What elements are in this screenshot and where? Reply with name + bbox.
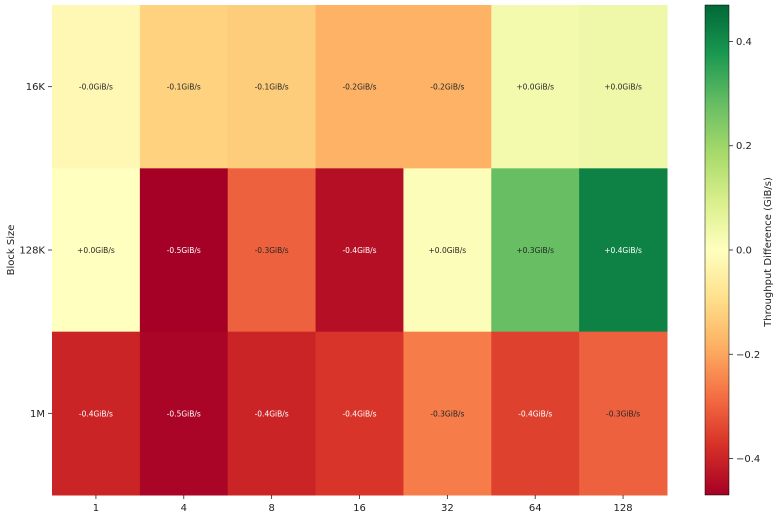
heatmap-cell — [227, 331, 317, 496]
cell-value-label: +0.0GiB/s — [516, 83, 554, 92]
cell-value-label: -0.3GiB/s — [255, 246, 289, 255]
heatmap-cell — [315, 331, 404, 496]
x-tick-label: 128 — [614, 503, 633, 514]
x-tick-label: 64 — [529, 503, 542, 514]
y-axis-title: Block Size — [6, 225, 17, 276]
cell-value-label: -0.4GiB/s — [255, 409, 289, 418]
heatmap-cell — [227, 168, 317, 333]
heatmap-cell — [315, 5, 404, 169]
cell-value-label: -0.1GiB/s — [255, 83, 289, 92]
y-tick-label: 128K — [19, 246, 45, 257]
heatmap-cell — [579, 5, 668, 169]
y-tick-label: 1M — [30, 409, 45, 420]
colorbar-tick-label: 0.0 — [736, 246, 752, 257]
heatmap-cell — [315, 168, 404, 333]
cell-value-label: -0.4GiB/s — [342, 409, 376, 418]
cell-value-label: +0.4GiB/s — [604, 246, 642, 255]
cell-value-label: +0.0GiB/s — [429, 246, 467, 255]
cell-value-label: -0.3GiB/s — [606, 409, 640, 418]
heatmap-cells: -0.0GiB/s -0.1GiB/s -0.1GiB/s -0.2GiB/s -0.2… — [52, 5, 668, 496]
heatmap-cell — [403, 5, 492, 169]
x-tick-label: 1 — [93, 503, 99, 514]
cell-value-label: +0.0GiB/s — [604, 83, 642, 92]
heatmap-cell — [52, 168, 141, 333]
x-tick-label: 4 — [181, 503, 187, 514]
cell-value-label: -0.0GiB/s — [79, 83, 113, 92]
heatmap-cell — [491, 168, 580, 333]
colorbar-tick-label: 0.2 — [736, 141, 752, 152]
heatmap-cell — [579, 331, 668, 496]
cell-value-label: -0.4GiB/s — [518, 409, 552, 418]
x-axis: 1 4 8 16 32 64 128 — [93, 495, 633, 514]
cell-value-label: -0.2GiB/s — [342, 83, 376, 92]
heatmap-cell — [139, 331, 229, 496]
cell-value-label: +0.3GiB/s — [516, 246, 554, 255]
colorbar-tick-label: 0.4 — [736, 37, 752, 48]
x-tick-label: 16 — [353, 503, 366, 514]
heatmap-cell — [491, 331, 580, 496]
cell-value-label: -0.3GiB/s — [430, 409, 464, 418]
heatmap-cell — [403, 168, 492, 333]
heatmap-cell — [491, 5, 580, 169]
colorbar-tick-label: −0.2 — [736, 350, 760, 361]
colorbar-gradient — [704, 4, 730, 496]
y-tick-label: 16K — [26, 82, 46, 93]
colorbar-title: Throughput Difference (GiB/s) — [763, 177, 774, 328]
heatmap-cell — [52, 331, 141, 496]
cell-value-label: -0.5GiB/s — [167, 409, 201, 418]
cell-value-label: +0.0GiB/s — [77, 246, 115, 255]
cell-value-label: -0.5GiB/s — [167, 246, 201, 255]
y-axis: 16K 128K 1M — [19, 82, 52, 420]
colorbar: −0.4 −0.2 0.0 0.2 0.4 — [704, 4, 760, 496]
x-tick-label: 32 — [441, 503, 454, 514]
heatmap-cell — [227, 5, 317, 169]
heatmap-cell — [139, 168, 229, 333]
cell-value-label: -0.1GiB/s — [167, 83, 201, 92]
heatmap-cell — [579, 168, 668, 333]
cell-value-label: -0.4GiB/s — [79, 409, 113, 418]
cell-value-label: -0.4GiB/s — [342, 246, 376, 255]
colorbar-tick-label: −0.4 — [736, 454, 760, 465]
heatmap-cell — [139, 5, 229, 169]
cell-value-label: -0.2GiB/s — [430, 83, 464, 92]
x-tick-label: 8 — [268, 503, 274, 514]
heatmap-cell — [52, 5, 141, 169]
heatmap-cell — [403, 331, 492, 496]
